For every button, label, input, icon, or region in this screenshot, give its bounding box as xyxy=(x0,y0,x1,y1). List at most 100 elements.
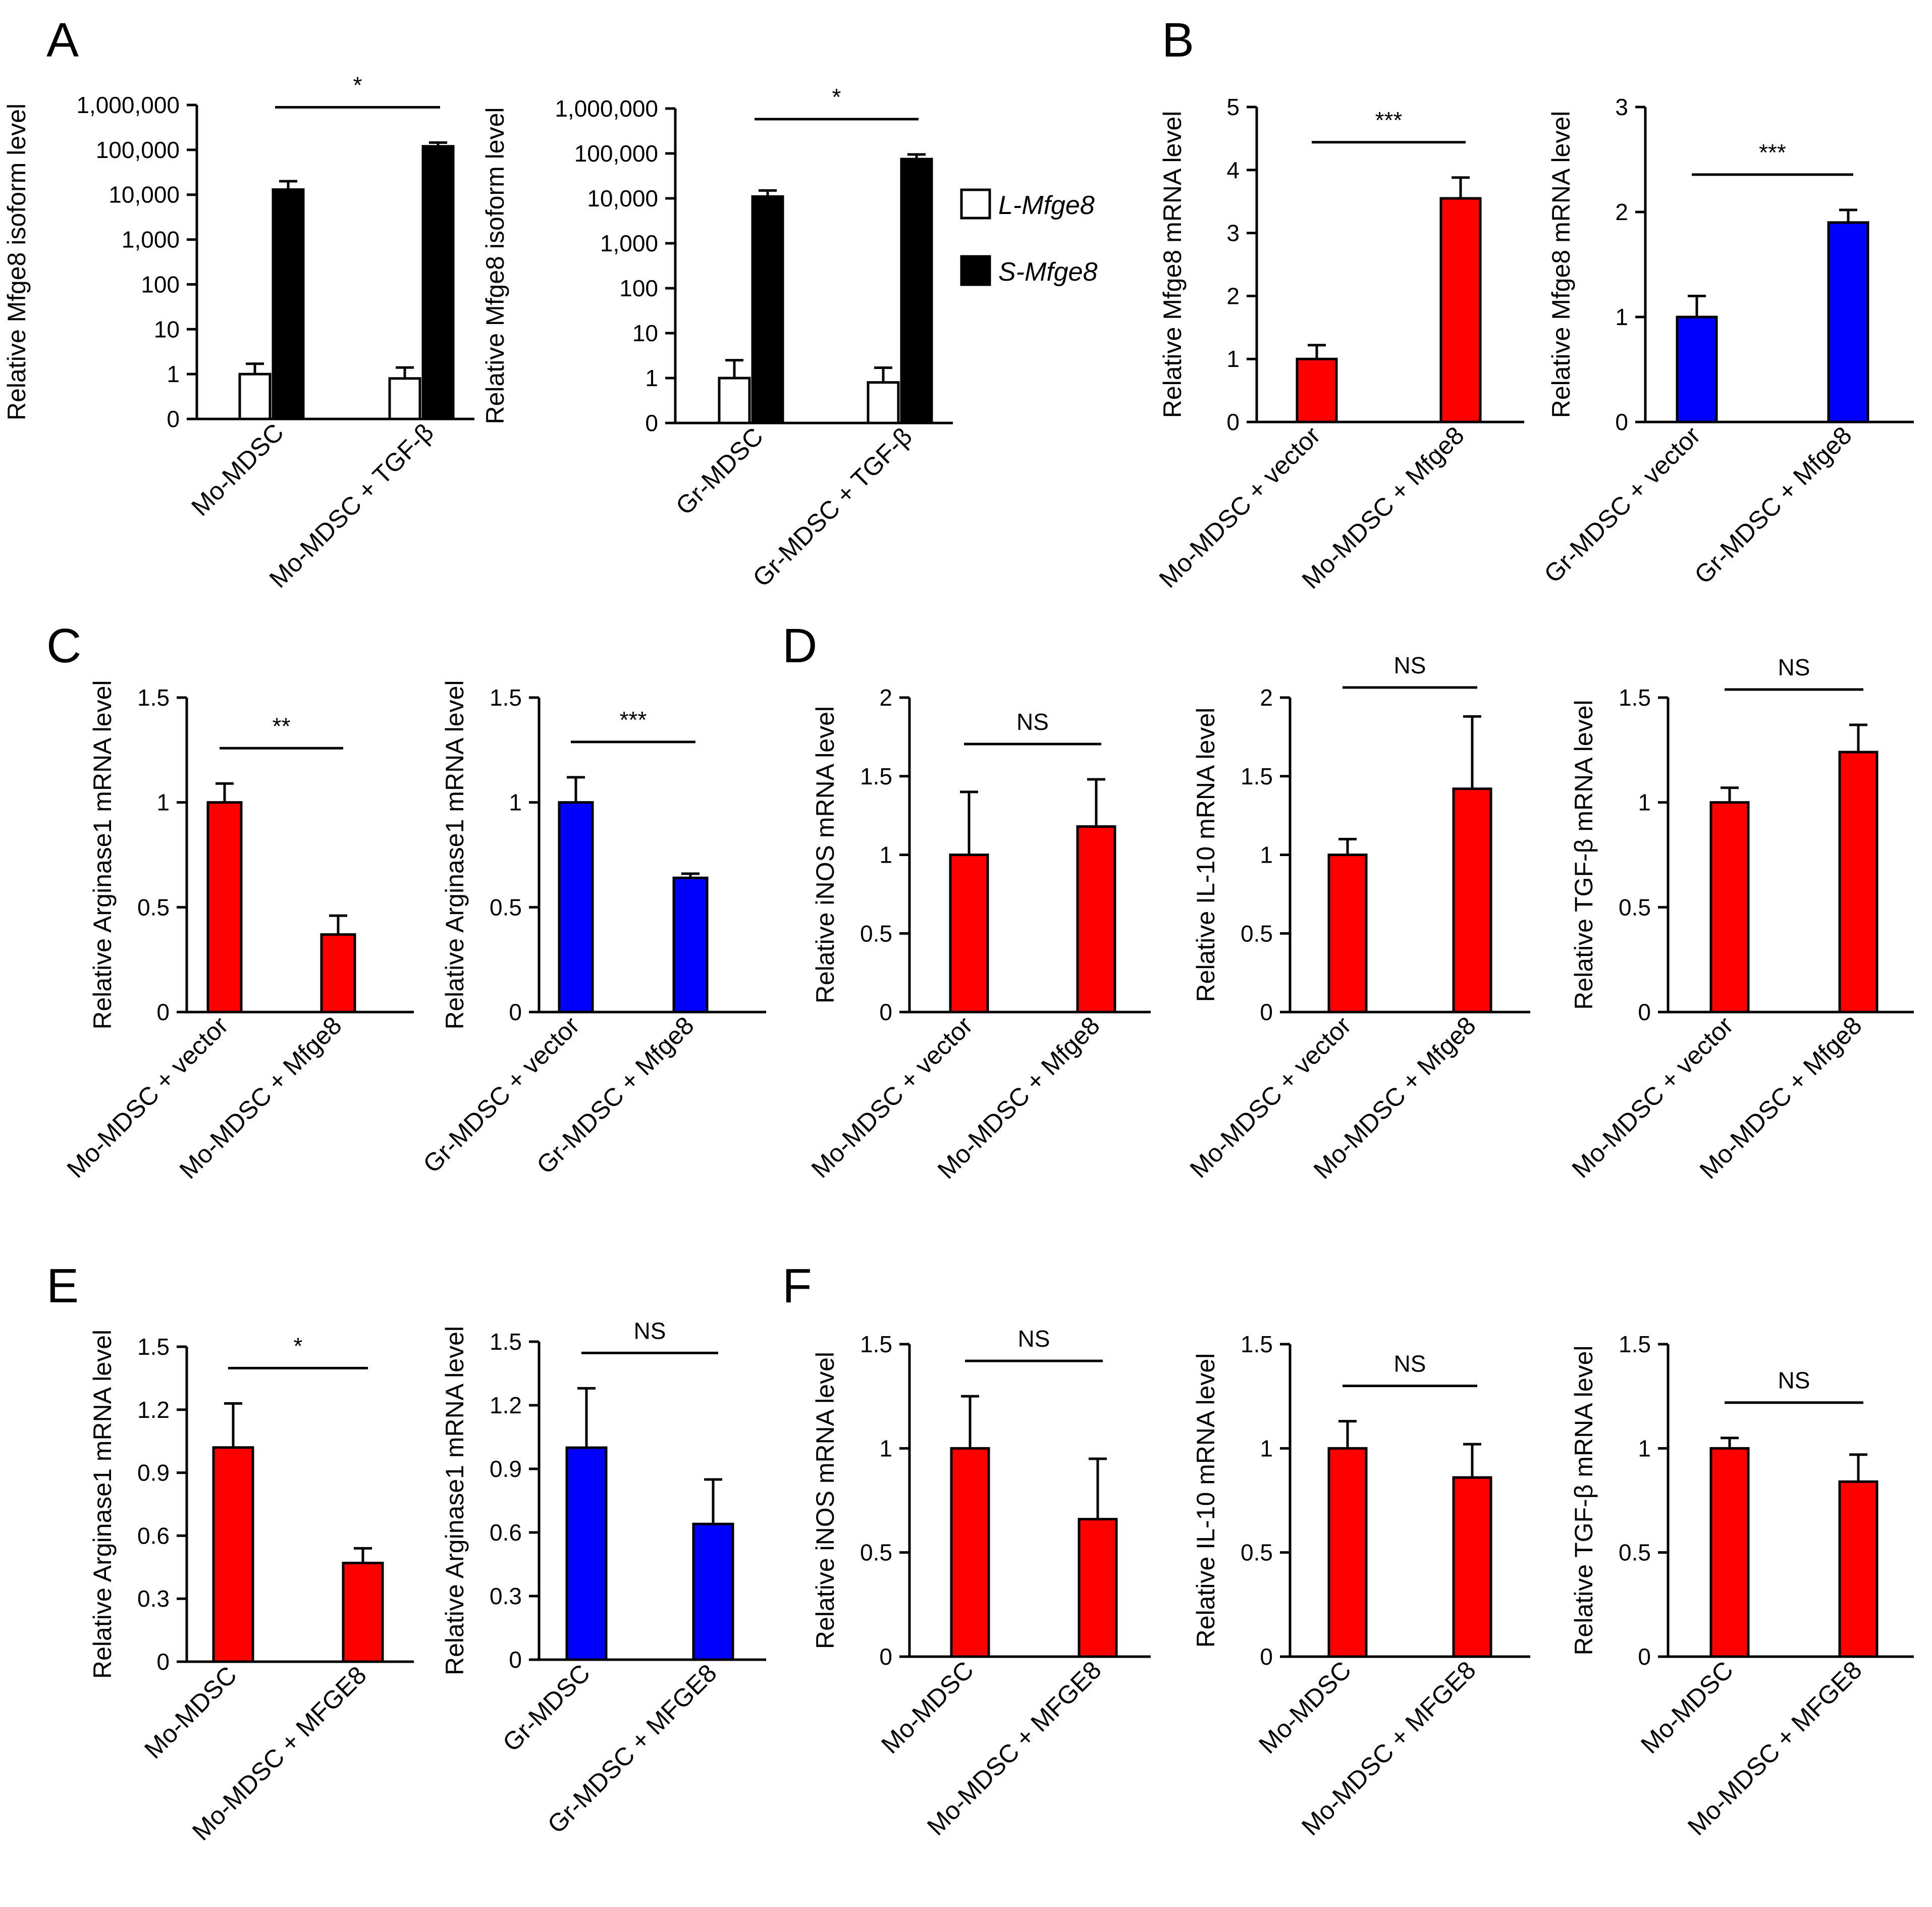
bar-0 xyxy=(949,854,989,1014)
y-tick-label: 10 xyxy=(632,320,658,346)
y-tick-label: 0.5 xyxy=(490,894,522,920)
significance-label: NS xyxy=(1778,654,1810,680)
y-tick-label: 1.5 xyxy=(1619,684,1651,711)
category-label: Mo-MDSC + Mfge8 xyxy=(1297,421,1470,594)
bar-1 xyxy=(320,933,356,1014)
y-tick-label: 1,000,000 xyxy=(76,92,180,118)
significance-label: NS xyxy=(1018,1326,1050,1352)
y-tick-label: 0 xyxy=(509,999,522,1025)
y-tick-label: 0 xyxy=(879,1644,892,1670)
y-tick-label: 1.5 xyxy=(1241,763,1273,789)
y-tick-label: 0 xyxy=(1638,1644,1651,1670)
significance-label: * xyxy=(832,84,841,110)
y-axis-label: Relative iNOS mRNA level xyxy=(811,1352,839,1649)
y-tick-label: 0.3 xyxy=(490,1583,522,1609)
y-tick-label: 3 xyxy=(1615,94,1628,120)
y-tick-label: 0.5 xyxy=(1241,920,1273,946)
y-tick-label: 2 xyxy=(1226,283,1240,309)
bar-0 xyxy=(1709,1447,1750,1658)
y-axis-label: Relative Mfge8 mRNA level xyxy=(1158,111,1187,418)
y-tick-label: 1 xyxy=(645,365,658,391)
y-tick-label: 1.5 xyxy=(860,763,892,789)
y-axis-label: Relative Mfge8 isoform level xyxy=(481,107,509,424)
significance-label: NS xyxy=(634,1317,666,1344)
category-label: Gr-MDSC xyxy=(497,1659,596,1757)
y-tick-label: 0 xyxy=(167,406,180,432)
panel-letter-a: A xyxy=(46,13,79,67)
category-label: Mo-MDSC xyxy=(876,1656,979,1759)
bar-1 xyxy=(1439,197,1482,423)
y-tick-label: 0.9 xyxy=(490,1456,522,1482)
charts-layer: 01101001,00010,000100,0001,000,000Relati… xyxy=(3,72,1914,1846)
y-tick-label: 1.5 xyxy=(490,684,522,711)
y-axis-label: Relative TGF-β mRNA level xyxy=(1570,700,1598,1010)
significance-label: * xyxy=(294,1333,303,1359)
bar-1 xyxy=(1838,751,1879,1014)
bar-0 xyxy=(1676,315,1718,423)
y-tick-label: 0 xyxy=(156,1649,170,1675)
bar-s-mfge8-0 xyxy=(272,188,305,420)
bar-s-mfge8-1 xyxy=(421,145,455,420)
y-tick-label: 100 xyxy=(619,275,658,301)
bar-l-mfge8-0 xyxy=(238,373,272,420)
bar-1 xyxy=(672,876,709,1014)
y-axis-label: Relative Arginase1 mRNA level xyxy=(88,1330,117,1679)
y-tick-label: 1 xyxy=(1260,1435,1273,1461)
chart-a-1: 0 1 10 100 1,000 10,000 100,000 1,000,000 Relati… xyxy=(481,84,953,592)
chart-a-0: 0 1 10 100 1,000 10,000 100,000 1,000,000 Relati… xyxy=(3,72,474,593)
category-label: Mo-MDSC xyxy=(186,418,289,521)
y-tick-label: 10,000 xyxy=(587,185,658,211)
y-tick-label: 1 xyxy=(167,361,180,387)
bar-1 xyxy=(692,1522,734,1661)
y-axis-label: Relative Arginase1 mRNA level xyxy=(88,680,117,1030)
significance-label: NS xyxy=(1394,1351,1426,1377)
y-tick-label: 0 xyxy=(509,1647,522,1673)
bar-l-mfge8-1 xyxy=(388,377,421,420)
y-tick-label: 2 xyxy=(1615,199,1628,225)
y-tick-label: 1 xyxy=(1226,346,1240,372)
significance-label: *** xyxy=(620,707,647,733)
panel-letter-e: E xyxy=(46,1259,79,1313)
y-tick-label: 1,000,000 xyxy=(555,95,658,122)
y-tick-label: 2 xyxy=(1260,684,1273,711)
y-tick-label: 0.6 xyxy=(137,1522,170,1549)
y-tick-label: 0 xyxy=(1226,409,1240,435)
bar-0 xyxy=(950,1447,990,1658)
y-axis-label: Relative TGF-β mRNA level xyxy=(1570,1345,1598,1655)
legend-label-s-mfge8: S-Mfge8 xyxy=(998,257,1098,287)
chart-f-13: 0 0.5 1 1.5 Relative TGF-β mRNA level Mo-MDSC… xyxy=(1570,1331,1914,1841)
y-axis-label: Relative Mfge8 mRNA level xyxy=(1547,111,1575,418)
category-label: Mo-MDSC + vector xyxy=(1154,421,1326,593)
panel-letter-c: C xyxy=(46,619,81,673)
y-axis-label: Relative IL-10 mRNA level xyxy=(1192,1353,1220,1648)
bar-1 xyxy=(1827,221,1869,423)
y-axis-label: Relative IL-10 mRNA level xyxy=(1192,708,1220,1002)
y-tick-label: 1 xyxy=(509,789,522,816)
y-tick-label: 1 xyxy=(1638,789,1651,816)
y-axis-label: Relative Mfge8 isoform level xyxy=(3,103,31,420)
y-tick-label: 4 xyxy=(1226,157,1240,183)
legend-swatch-l-mfge8 xyxy=(960,188,991,220)
y-tick-label: 0 xyxy=(879,999,892,1025)
significance-label: NS xyxy=(1016,709,1049,735)
y-tick-label: 0 xyxy=(156,999,170,1025)
y-tick-label: 0.5 xyxy=(137,894,170,920)
y-tick-label: 1 xyxy=(1260,842,1273,868)
significance-label: *** xyxy=(1759,139,1786,166)
chart-f-12: 0 0.5 1 1.5 Relative IL-10 mRNA level Mo-MDSC… xyxy=(1192,1331,1530,1841)
category-label: Mo-MDSC xyxy=(139,1661,242,1764)
y-tick-label: 1.5 xyxy=(1241,1331,1273,1357)
bar-0 xyxy=(212,1446,254,1663)
y-tick-label: 1 xyxy=(1615,304,1628,330)
y-tick-label: 1.2 xyxy=(137,1397,170,1423)
y-tick-label: 1 xyxy=(879,842,892,868)
chart-e-10: 0 0.3 0.6 0.9 1.2 1.5 Relative Arginase1 mRNA … xyxy=(441,1317,766,1839)
bar-0 xyxy=(1296,357,1338,423)
y-tick-label: 100,000 xyxy=(574,140,658,167)
bar-l-mfge8-0 xyxy=(718,377,751,425)
y-tick-label: 0.5 xyxy=(860,920,892,946)
significance-label: *** xyxy=(1375,107,1403,133)
